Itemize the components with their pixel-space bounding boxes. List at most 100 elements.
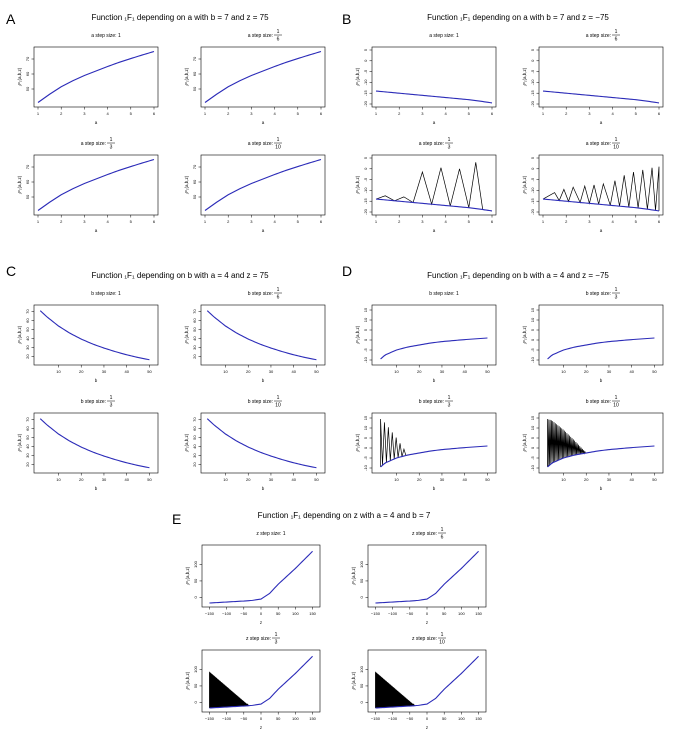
step-frac-denominator: 10: [613, 403, 619, 409]
y-axis-label: ₁F₁(a,b,z): [185, 671, 190, 690]
y-tick-label: -15: [363, 198, 368, 205]
series-line-smooth: [542, 198, 660, 212]
step-frac-numerator: 1: [441, 527, 444, 533]
panel-letter: A: [6, 11, 16, 27]
step-frac-denominator: 6: [441, 535, 444, 541]
x-tick-label: 50: [276, 716, 281, 721]
y-tick-label: 60: [192, 179, 197, 184]
panel-b: B Function ₁F₁ depending on a with b = 7 …: [342, 11, 664, 233]
subplot-c-1: b step size: 1 10 20 30 40 50 20 30 40 50 60 70 b ₁F₁…: [17, 291, 159, 383]
y-tick-label: -5: [530, 177, 535, 181]
y-axis-label: ₁F₁(a,b,z): [522, 433, 527, 452]
x-tick-label: 50: [147, 369, 152, 374]
y-axis-label: ₁F₁(a,b,z): [17, 67, 22, 86]
y-tick-label: -5: [363, 177, 368, 181]
y-tick-label: 40: [25, 444, 30, 449]
title-condition: depending on b with a = 4 and z = −75: [473, 271, 610, 280]
x-tick-label: 5: [130, 111, 133, 116]
y-tick-label: 60: [25, 179, 30, 184]
x-tick-label: 1: [375, 219, 378, 224]
x-tick-label: 30: [440, 369, 445, 374]
y-tick-label: 5: [363, 48, 368, 51]
y-tick-label: -15: [530, 198, 535, 205]
x-tick-label: 30: [102, 477, 107, 482]
x-tick-label: 6: [491, 111, 494, 116]
subplot-a-4: a step size: 1 10 1 2 3 4 5 6 50 60 70 a ₁F₁(a,b,z): [184, 137, 326, 233]
title-condition: depending on a with b = 7 and z = 75: [137, 13, 269, 22]
y-axis-label: ₁F₁(a,b,z): [184, 175, 189, 194]
y-tick-label: -10: [363, 79, 368, 86]
x-axis-label: a: [262, 228, 265, 233]
y-tick-label: 40: [192, 444, 197, 449]
subplot-c-2: b step size: 1 6 10 20 30 40 50 20 30 40 50 60 70 b ₁F₁…: [184, 287, 326, 383]
step-size-label: b step size:: [419, 399, 444, 405]
x-tick-label: 10: [561, 369, 566, 374]
x-tick-label: 6: [320, 219, 323, 224]
series-line-oscillating: [209, 671, 250, 709]
plot-frame: [201, 544, 321, 608]
y-axis-label: ₁F₁(a,b,z): [351, 566, 356, 585]
title-function: ₁F₁: [460, 13, 473, 22]
step-size-label: z step size: 1: [256, 531, 285, 537]
series-line-smooth: [39, 310, 150, 361]
x-tick-label: 0: [426, 611, 429, 616]
x-tick-label: 4: [611, 111, 614, 116]
step-frac-numerator: 1: [277, 137, 280, 143]
x-tick-label: 100: [292, 611, 299, 616]
step-frac-denominator: 10: [275, 403, 281, 409]
y-tick-label: -10: [530, 79, 535, 86]
x-axis-label: b: [262, 486, 265, 491]
y-tick-label: 15: [363, 415, 368, 420]
x-tick-label: 10: [56, 369, 61, 374]
y-tick-label: -10: [363, 356, 368, 363]
x-tick-label: 4: [273, 219, 276, 224]
panel-e: E Function ₁F₁ depending on z with a = 4 …: [172, 511, 487, 730]
x-axis-label: a: [600, 120, 603, 125]
series-line-smooth: [206, 418, 317, 469]
x-tick-label: 1: [204, 111, 207, 116]
y-tick-label: -10: [363, 464, 368, 471]
series-line-oscillating: [547, 418, 587, 467]
y-tick-label: 10: [363, 425, 368, 430]
x-tick-label: 40: [124, 369, 129, 374]
title-prefix: Function: [91, 271, 124, 280]
x-axis-label: z: [260, 725, 263, 730]
y-tick-label: 0: [359, 701, 364, 704]
y-tick-label: -5: [530, 455, 535, 459]
series-line-smooth: [39, 418, 150, 469]
y-tick-label: 60: [25, 426, 30, 431]
x-tick-label: 50: [485, 369, 490, 374]
step-frac-denominator: 3: [448, 145, 451, 151]
y-axis-label: ₁F₁(a,b,z): [184, 433, 189, 452]
x-tick-label: 5: [297, 219, 300, 224]
x-tick-label: −150: [371, 716, 381, 721]
x-tick-label: 2: [60, 111, 63, 116]
x-tick-label: 20: [246, 477, 251, 482]
y-tick-label: 10: [530, 425, 535, 430]
x-axis-label: b: [95, 486, 98, 491]
plot-frame: [538, 412, 664, 474]
subplot-d-4: b step size: 1 10 10 20 30 40 50 -10 -5 0 5 10 15 b ₁F₁…: [522, 395, 664, 491]
x-tick-label: 1: [204, 219, 207, 224]
x-tick-label: 5: [130, 219, 133, 224]
step-frac-numerator: 1: [441, 632, 444, 638]
step-size-label: b step size:: [248, 291, 273, 297]
y-tick-label: 30: [192, 453, 197, 458]
x-tick-label: 40: [462, 369, 467, 374]
subplot-e-2: z step size: 1 6 −150 −100 −50 0 50 100 150 0 50 100…: [351, 527, 487, 625]
y-tick-label: -20: [530, 100, 535, 107]
x-tick-label: 50: [314, 369, 319, 374]
y-tick-label: 70: [25, 56, 30, 61]
y-tick-label: -20: [530, 208, 535, 215]
panel-a: A Function ₁F₁ depending on a with b = 7 …: [6, 11, 326, 233]
x-tick-label: 150: [475, 611, 482, 616]
x-tick-label: 2: [565, 111, 568, 116]
y-tick-label: -15: [530, 90, 535, 97]
series-line-smooth: [380, 337, 488, 360]
y-axis-label: ₁F₁(a,b,z): [17, 175, 22, 194]
y-tick-label: -5: [363, 347, 368, 351]
x-tick-label: 1: [542, 111, 545, 116]
x-tick-label: 0: [260, 611, 263, 616]
x-tick-label: 30: [269, 369, 274, 374]
title-function: ₁F₁: [124, 13, 137, 22]
